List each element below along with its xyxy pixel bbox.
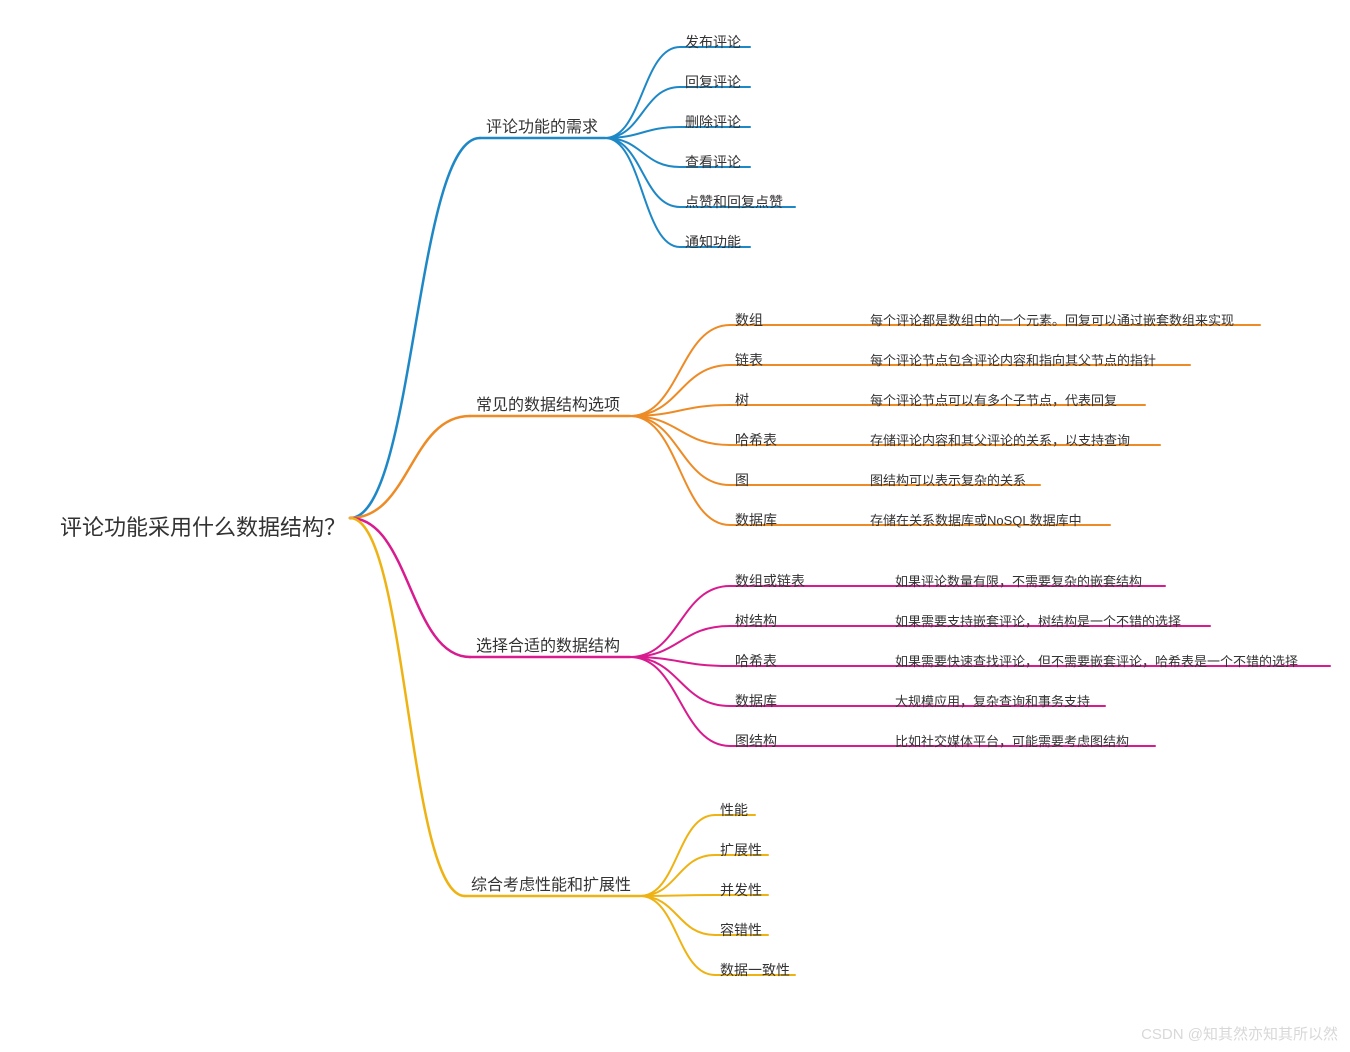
detail-b3-2: 如果需要快速查找评论，但不需要嵌套评论，哈希表是一个不错的选择 bbox=[895, 651, 1298, 670]
leaf-b1-0: 发布评论 bbox=[685, 32, 741, 52]
leaf-b2-1: 链表 bbox=[735, 350, 763, 370]
leaf-b2-0: 数组 bbox=[735, 310, 763, 330]
leaf-b4-3: 容错性 bbox=[720, 920, 762, 940]
leaf-b2-2: 树 bbox=[735, 390, 749, 410]
leaf-b3-3: 数据库 bbox=[735, 691, 777, 711]
detail-b2-0: 每个评论都是数组中的一个元素。回复可以通过嵌套数组来实现 bbox=[870, 310, 1234, 329]
detail-b3-1: 如果需要支持嵌套评论，树结构是一个不错的选择 bbox=[895, 611, 1181, 630]
leaf-b3-0: 数组或链表 bbox=[735, 571, 805, 591]
leaf-b3-4: 图结构 bbox=[735, 731, 777, 751]
detail-b2-3: 存储评论内容和其父评论的关系，以支持查询 bbox=[870, 430, 1130, 449]
detail-b2-4: 图结构可以表示复杂的关系 bbox=[870, 470, 1026, 489]
root-node: 评论功能采用什么数据结构？ bbox=[60, 510, 346, 542]
watermark: CSDN @知其然亦知其所以然 bbox=[1141, 1023, 1338, 1044]
leaf-b4-0: 性能 bbox=[720, 800, 748, 820]
leaf-b1-2: 删除评论 bbox=[685, 112, 741, 132]
detail-b3-0: 如果评论数量有限，不需要复杂的嵌套结构 bbox=[895, 571, 1142, 590]
leaf-b4-1: 扩展性 bbox=[720, 840, 762, 860]
branch-b4: 综合考虑性能和扩展性 bbox=[471, 871, 631, 895]
leaf-b3-1: 树结构 bbox=[735, 611, 777, 631]
detail-b2-2: 每个评论节点可以有多个子节点，代表回复 bbox=[870, 390, 1117, 409]
detail-b2-1: 每个评论节点包含评论内容和指向其父节点的指针 bbox=[870, 350, 1156, 369]
leaf-b4-4: 数据一致性 bbox=[720, 960, 790, 980]
leaf-b1-3: 查看评论 bbox=[685, 152, 741, 172]
detail-b3-3: 大规模应用，复杂查询和事务支持 bbox=[895, 691, 1090, 710]
leaf-b2-4: 图 bbox=[735, 470, 749, 490]
leaf-b2-3: 哈希表 bbox=[735, 430, 777, 450]
leaf-b1-5: 通知功能 bbox=[685, 232, 741, 252]
leaf-b3-2: 哈希表 bbox=[735, 651, 777, 671]
detail-b3-4: 比如社交媒体平台，可能需要考虑图结构 bbox=[895, 731, 1129, 750]
branch-b1: 评论功能的需求 bbox=[486, 113, 598, 137]
leaf-b2-5: 数据库 bbox=[735, 510, 777, 530]
branch-b2: 常见的数据结构选项 bbox=[476, 391, 620, 415]
leaf-b1-1: 回复评论 bbox=[685, 72, 741, 92]
detail-b2-5: 存储在关系数据库或NoSQL数据库中 bbox=[870, 510, 1082, 529]
leaf-b4-2: 并发性 bbox=[720, 880, 762, 900]
branch-b3: 选择合适的数据结构 bbox=[476, 632, 620, 656]
leaf-b1-4: 点赞和回复点赞 bbox=[685, 192, 783, 212]
